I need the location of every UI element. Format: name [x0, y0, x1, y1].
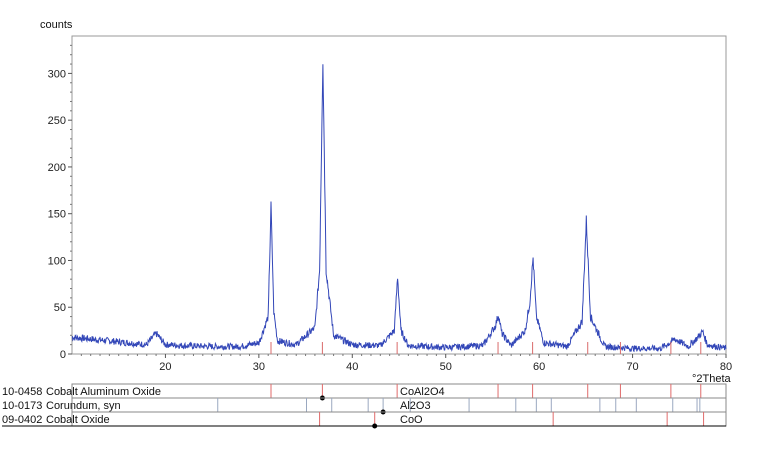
y-tick-label: 200	[48, 162, 66, 174]
x-axis-ticks: 20 30 40 50 60 70 80	[80, 354, 732, 373]
pattern-formula: Al2O3	[400, 400, 431, 412]
reference-peak-lines	[270, 342, 702, 354]
x-tick-label: 50	[440, 361, 452, 373]
pattern-name: Cobalt Aluminum Oxide	[46, 386, 161, 398]
x-tick-label: 20	[159, 361, 171, 373]
diffraction-line	[71, 64, 727, 353]
y-tick-label: 50	[54, 302, 66, 314]
pattern-label: 10-0173 Corundum, syn	[2, 400, 121, 412]
pattern-name: Cobalt Oxide	[46, 414, 110, 426]
reference-patterns: 10-0458 Cobalt Aluminum Oxide CoAl2O410-01…	[2, 383, 727, 429]
pattern-code: 09-0402	[2, 414, 42, 426]
pattern-label: 09-0402 Cobalt Oxide	[2, 414, 110, 426]
x-tick-label: 80	[720, 361, 732, 373]
pattern-formula: CoO	[400, 414, 423, 426]
x-tick-label: 30	[253, 361, 265, 373]
y-tick-label: 150	[48, 209, 66, 221]
x-tick-label: 70	[626, 361, 638, 373]
pattern-row: 10-0458 Cobalt Aluminum Oxide CoAl2O4	[2, 383, 727, 401]
pattern-box	[71, 397, 727, 413]
x-tick-label: 60	[533, 361, 545, 373]
pattern-box	[71, 383, 727, 399]
pattern-formula: CoAl2O4	[400, 386, 445, 398]
pattern-code: 10-0458	[2, 386, 42, 398]
pattern-label: 10-0458 Cobalt Aluminum Oxide	[2, 386, 161, 398]
x-axis-label: °2Theta	[692, 373, 732, 385]
pattern-name: Corundum, syn	[46, 400, 121, 412]
y-tick-label: 0	[60, 349, 66, 361]
y-axis-ticks: 0 50 100 150 200 250 300	[48, 44, 72, 361]
y-tick-label: 300	[48, 68, 66, 80]
pattern-box	[71, 411, 727, 427]
y-tick-label: 100	[48, 255, 66, 267]
y-tick-label: 250	[48, 115, 66, 127]
y-axis-label: counts	[40, 19, 73, 31]
pattern-code: 10-0173	[2, 400, 42, 412]
pattern-row: 10-0173 Corundum, syn Al2O3	[2, 397, 727, 415]
x-tick-label: 40	[346, 361, 358, 373]
